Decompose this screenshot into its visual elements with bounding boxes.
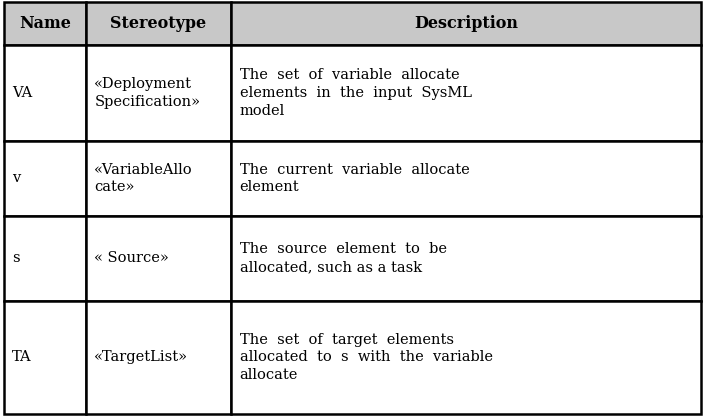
Text: « Source»: « Source» <box>94 251 169 265</box>
Bar <box>231 2 701 45</box>
Bar <box>4 45 86 141</box>
Bar <box>86 45 231 141</box>
Bar <box>4 2 86 45</box>
Text: The  current  variable  allocate
element: The current variable allocate element <box>240 163 470 194</box>
Bar <box>231 45 701 141</box>
Text: «VariableAllo
cate»: «VariableAllo cate» <box>94 163 193 194</box>
Bar <box>86 215 231 301</box>
Bar <box>231 215 701 301</box>
Text: Stereotype: Stereotype <box>111 15 207 32</box>
Bar <box>86 301 231 414</box>
Bar <box>231 301 701 414</box>
Text: The  source  element  to  be
allocated, such as a task: The source element to be allocated, such… <box>240 243 446 274</box>
Text: The  set  of  variable  allocate
elements  in  the  input  SysML
model: The set of variable allocate elements in… <box>240 68 472 118</box>
Text: s: s <box>12 251 20 265</box>
Text: v: v <box>12 171 20 186</box>
Text: The  set  of  target  elements
allocated  to  s  with  the  variable
allocate: The set of target elements allocated to … <box>240 333 493 382</box>
Text: VA: VA <box>12 86 32 100</box>
Text: «TargetList»: «TargetList» <box>94 350 188 364</box>
Text: TA: TA <box>12 350 32 364</box>
Text: «Deployment
Specification»: «Deployment Specification» <box>94 77 200 109</box>
Bar <box>4 141 86 215</box>
Bar <box>231 141 701 215</box>
Bar <box>4 301 86 414</box>
Bar <box>86 2 231 45</box>
Bar <box>4 215 86 301</box>
Text: Description: Description <box>415 15 518 32</box>
Bar <box>86 141 231 215</box>
Text: Name: Name <box>19 15 70 32</box>
